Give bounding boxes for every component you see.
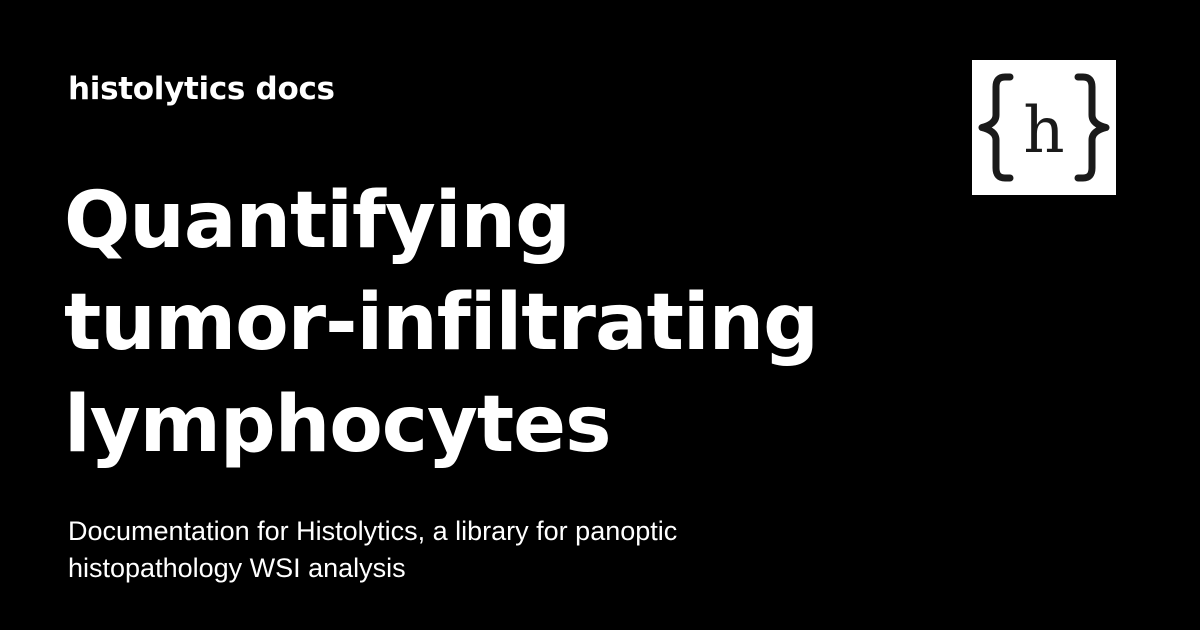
page-description: Documentation for Histolytics, a library… [68, 516, 678, 583]
page-title-line-3: lymphocytes [64, 380, 612, 470]
curly-braces-h-logo-icon: h [978, 73, 1110, 182]
logo: h [972, 60, 1116, 195]
site-name: histolytics docs [68, 71, 335, 107]
logo-letter: h [1023, 94, 1064, 168]
page-title: Quantifying tumor-infiltrating lymphocyt… [64, 170, 924, 476]
page-title-line-2: tumor-infiltrating [64, 278, 819, 368]
page-title-line-1: Quantifying [64, 176, 571, 266]
